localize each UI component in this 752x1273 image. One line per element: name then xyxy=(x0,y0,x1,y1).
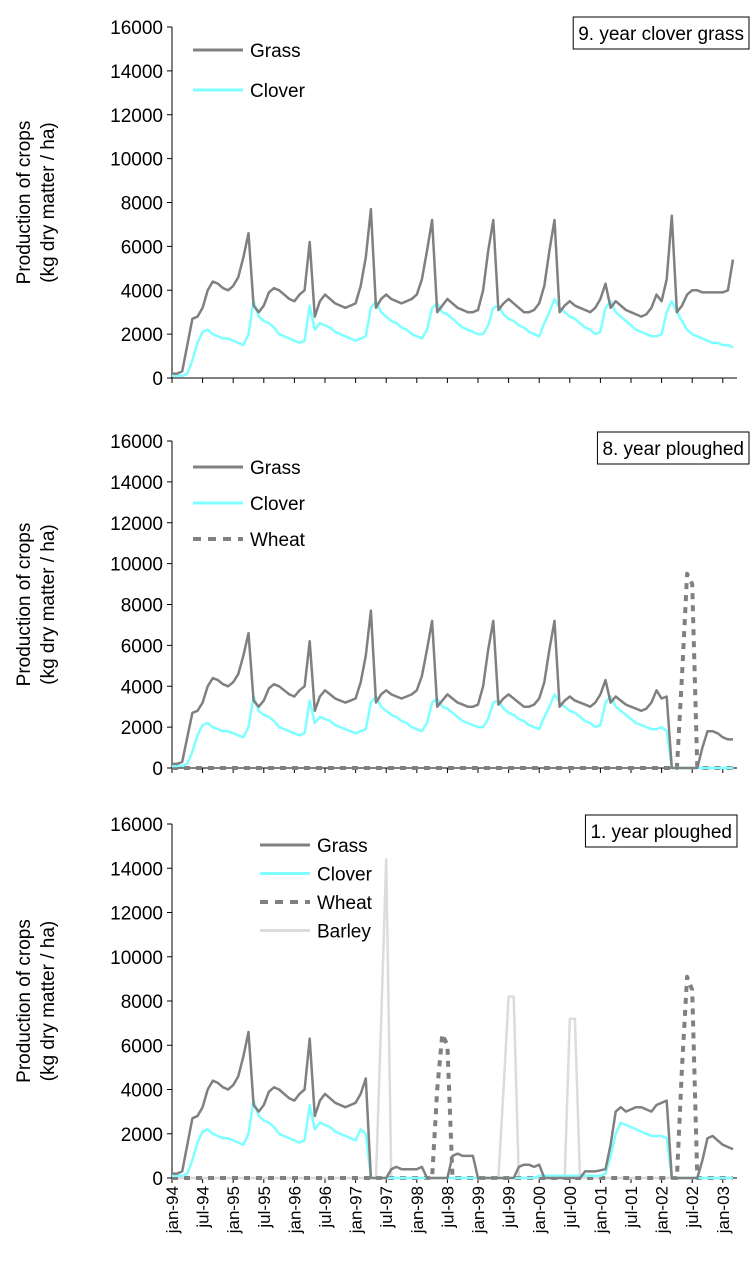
x-tick-label: jul-94 xyxy=(194,1186,213,1229)
y-tick-label: 2000 xyxy=(121,718,163,739)
y-tick-label: 16000 xyxy=(110,18,163,39)
legend-label: Grass xyxy=(317,836,368,857)
x-tick-label: jul-95 xyxy=(255,1186,274,1229)
y-tick-label: 10000 xyxy=(110,555,163,576)
y-axis-label: Production of crops xyxy=(14,919,35,1083)
x-tick-label: jan-01 xyxy=(591,1186,610,1234)
x-tick-label: jul-01 xyxy=(622,1186,641,1229)
y-tick-label: 16000 xyxy=(110,815,163,836)
x-tick-label: jan-97 xyxy=(347,1186,366,1234)
y-tick-label: 0 xyxy=(152,1169,163,1190)
y-tick-label: 4000 xyxy=(121,677,163,698)
y-tick-label: 12000 xyxy=(110,904,163,925)
series-line xyxy=(172,858,733,1180)
y-tick-label: 6000 xyxy=(121,636,163,657)
y-tick-label: 2000 xyxy=(121,1125,163,1146)
legend-label: Clover xyxy=(250,81,306,102)
y-tick-label: 0 xyxy=(152,369,163,390)
y-tick-label: 10000 xyxy=(110,948,163,969)
x-tick-label: jan-03 xyxy=(714,1186,733,1234)
legend-label: Wheat xyxy=(317,893,373,914)
y-tick-label: 16000 xyxy=(110,432,163,453)
title-box xyxy=(572,16,750,50)
series-line xyxy=(172,297,734,378)
chart-title: 1. year ploughed xyxy=(590,822,732,843)
series-line xyxy=(172,693,733,770)
legend-label: Wheat xyxy=(250,530,306,551)
chart-title: 9. year clover grass xyxy=(578,24,744,45)
legend-label: Grass xyxy=(250,41,301,62)
x-tick-label: jul-98 xyxy=(438,1186,457,1229)
legend-label: Grass xyxy=(250,458,301,479)
y-axis-label: (kg dry matter / ha) xyxy=(38,122,59,283)
x-tick-label: jan-00 xyxy=(530,1186,549,1234)
series-line xyxy=(172,571,733,770)
x-tick-label: jan-99 xyxy=(469,1186,488,1234)
y-tick-label: 14000 xyxy=(110,473,163,494)
x-tick-label: jan-94 xyxy=(163,1186,182,1234)
y-tick-label: 0 xyxy=(152,759,163,780)
x-tick-label: jul-00 xyxy=(561,1186,580,1229)
series-line xyxy=(172,1030,734,1180)
series-line xyxy=(172,207,735,375)
y-tick-label: 8000 xyxy=(121,194,163,215)
y-tick-label: 6000 xyxy=(121,237,163,258)
title-box xyxy=(596,431,750,465)
legend-label: Clover xyxy=(250,494,306,515)
y-tick-label: 10000 xyxy=(110,150,163,171)
y-tick-label: 14000 xyxy=(110,859,163,880)
chart-title: 8. year ploughed xyxy=(602,439,744,460)
y-axis-label: (kg dry matter / ha) xyxy=(38,921,59,1082)
y-tick-label: 12000 xyxy=(110,514,163,535)
x-tick-label: jan-95 xyxy=(224,1186,243,1234)
y-tick-label: 6000 xyxy=(121,1036,163,1057)
series-line xyxy=(172,974,733,1180)
x-tick-label: jul-99 xyxy=(500,1186,519,1229)
x-tick-label: jul-02 xyxy=(683,1186,702,1229)
y-axis-label: Production of crops xyxy=(14,121,35,285)
y-tick-label: 12000 xyxy=(110,106,163,127)
x-tick-label: jan-98 xyxy=(408,1186,427,1234)
y-tick-label: 8000 xyxy=(121,596,163,617)
y-tick-label: 4000 xyxy=(121,281,163,302)
x-tick-label: jan-02 xyxy=(653,1186,672,1234)
title-box xyxy=(584,814,738,848)
y-tick-label: 8000 xyxy=(121,992,163,1013)
x-tick-label: jan-96 xyxy=(285,1186,304,1234)
legend-label: Clover xyxy=(317,865,373,886)
y-tick-label: 4000 xyxy=(121,1081,163,1102)
x-tick-label: jul-96 xyxy=(316,1186,335,1229)
y-axis-label: Production of crops xyxy=(14,523,35,687)
series-line xyxy=(172,1099,733,1180)
y-tick-label: 14000 xyxy=(110,62,163,83)
x-tick-label: jul-97 xyxy=(377,1186,396,1229)
y-axis-label: (kg dry matter / ha) xyxy=(38,524,59,685)
series-line xyxy=(172,609,733,770)
y-tick-label: 2000 xyxy=(121,325,163,346)
legend-label: Barley xyxy=(317,922,371,943)
